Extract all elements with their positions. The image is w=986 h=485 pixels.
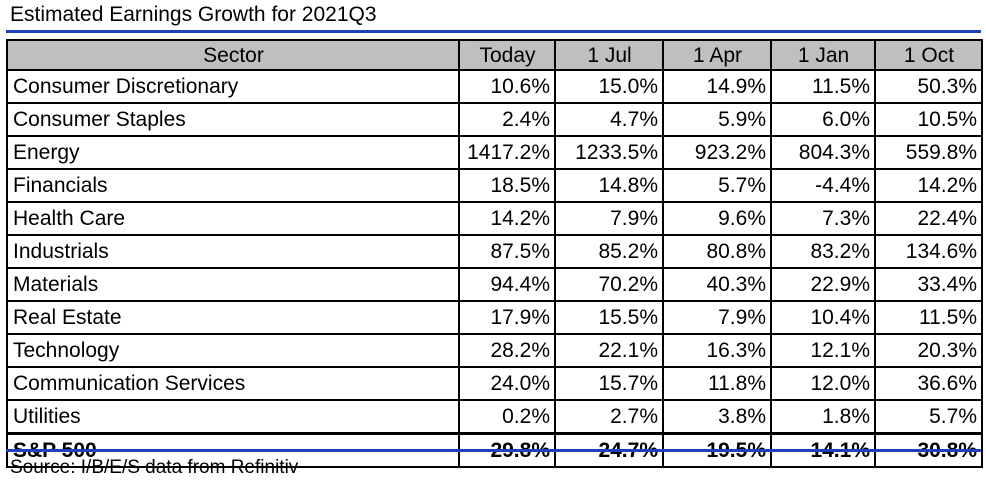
sector-cell: Materials <box>6 267 460 302</box>
value-cell: 80.8% <box>662 234 772 269</box>
value-cell: 7.9% <box>662 300 772 335</box>
source-note: Source: I/B/E/S data from Refinitiv <box>10 457 299 478</box>
value-cell: 10.5% <box>874 102 983 137</box>
value-cell: 11.8% <box>662 366 772 401</box>
value-cell: 11.5% <box>770 69 876 104</box>
value-cell: 3.8% <box>662 399 772 435</box>
value-cell: 804.3% <box>770 135 876 170</box>
value-cell: 14.2% <box>874 168 983 203</box>
column-header-1-jan: 1 Jan <box>770 39 876 71</box>
value-cell: 4.7% <box>554 102 664 137</box>
value-cell: 7.9% <box>554 201 664 236</box>
value-cell: 6.0% <box>770 102 876 137</box>
value-cell: 18.5% <box>458 168 556 203</box>
table-row: Technology 28.2% 22.1% 16.3% 12.1% 20.3% <box>6 333 983 368</box>
earnings-growth-table: Sector Today 1 Jul 1 Apr 1 Jan 1 Oct Con… <box>6 39 983 468</box>
value-cell: 923.2% <box>662 135 772 170</box>
value-cell: 2.7% <box>554 399 664 435</box>
value-cell: 5.7% <box>662 168 772 203</box>
table-row: Financials 18.5% 14.8% 5.7% -4.4% 14.2% <box>6 168 983 203</box>
sector-cell: Energy <box>6 135 460 170</box>
value-cell: 15.0% <box>554 69 664 104</box>
value-cell: 1417.2% <box>458 135 556 170</box>
value-cell: 28.2% <box>458 333 556 368</box>
value-cell: 2.4% <box>458 102 556 137</box>
value-cell: 12.1% <box>770 333 876 368</box>
sector-cell: Utilities <box>6 399 460 435</box>
sector-cell: Financials <box>6 168 460 203</box>
value-cell: -4.4% <box>770 168 876 203</box>
column-header-today: Today <box>458 39 556 71</box>
value-cell: 10.4% <box>770 300 876 335</box>
sector-cell: Industrials <box>6 234 460 269</box>
value-cell: 14.9% <box>662 69 772 104</box>
table-row: Materials 94.4% 70.2% 40.3% 22.9% 33.4% <box>6 267 983 302</box>
value-cell: 10.6% <box>458 69 556 104</box>
value-cell: 85.2% <box>554 234 664 269</box>
sector-cell: Real Estate <box>6 300 460 335</box>
table-row: Energy 1417.2% 1233.5% 923.2% 804.3% 559… <box>6 135 983 170</box>
sector-cell: Consumer Discretionary <box>6 69 460 104</box>
value-cell: 16.3% <box>662 333 772 368</box>
value-cell: 134.6% <box>874 234 983 269</box>
value-cell: 14.8% <box>554 168 664 203</box>
column-header-1-oct: 1 Oct <box>874 39 983 71</box>
column-header-sector: Sector <box>6 39 460 71</box>
table-row: Utilities 0.2% 2.7% 3.8% 1.8% 5.7% <box>6 399 983 435</box>
table-header-row: Sector Today 1 Jul 1 Apr 1 Jan 1 Oct <box>6 39 983 71</box>
value-cell: 33.4% <box>874 267 983 302</box>
value-cell: 20.3% <box>874 333 983 368</box>
sector-cell: Consumer Staples <box>6 102 460 137</box>
value-cell: 0.2% <box>458 399 556 435</box>
value-cell: 40.3% <box>662 267 772 302</box>
value-cell: 1233.5% <box>554 135 664 170</box>
value-cell: 36.6% <box>874 366 983 401</box>
value-cell: 15.5% <box>554 300 664 335</box>
value-cell: 5.9% <box>662 102 772 137</box>
table-row: Consumer Staples 2.4% 4.7% 5.9% 6.0% 10.… <box>6 102 983 137</box>
value-cell: 14.2% <box>458 201 556 236</box>
page-title: Estimated Earnings Growth for 2021Q3 <box>10 3 377 26</box>
title-underline <box>6 30 981 33</box>
table-row: Communication Services 24.0% 15.7% 11.8%… <box>6 366 983 401</box>
value-cell: 70.2% <box>554 267 664 302</box>
table-row: Real Estate 17.9% 15.5% 7.9% 10.4% 11.5% <box>6 300 983 335</box>
value-cell: 87.5% <box>458 234 556 269</box>
sector-cell: Communication Services <box>6 366 460 401</box>
value-cell: 22.4% <box>874 201 983 236</box>
value-cell: 5.7% <box>874 399 983 435</box>
table-row: Consumer Discretionary 10.6% 15.0% 14.9%… <box>6 69 983 104</box>
value-cell: 559.8% <box>874 135 983 170</box>
column-header-1-jul: 1 Jul <box>554 39 664 71</box>
value-cell: 15.7% <box>554 366 664 401</box>
value-cell: 83.2% <box>770 234 876 269</box>
value-cell: 7.3% <box>770 201 876 236</box>
value-cell: 22.1% <box>554 333 664 368</box>
value-cell: 94.4% <box>458 267 556 302</box>
value-cell: 1.8% <box>770 399 876 435</box>
table-bottom-rule <box>6 449 981 452</box>
value-cell: 24.0% <box>458 366 556 401</box>
value-cell: 50.3% <box>874 69 983 104</box>
value-cell: 12.0% <box>770 366 876 401</box>
value-cell: 9.6% <box>662 201 772 236</box>
table-row: Health Care 14.2% 7.9% 9.6% 7.3% 22.4% <box>6 201 983 236</box>
value-cell: 17.9% <box>458 300 556 335</box>
table-row: Industrials 87.5% 85.2% 80.8% 83.2% 134.… <box>6 234 983 269</box>
column-header-1-apr: 1 Apr <box>662 39 772 71</box>
value-cell: 22.9% <box>770 267 876 302</box>
sector-cell: Technology <box>6 333 460 368</box>
sector-cell: Health Care <box>6 201 460 236</box>
value-cell: 11.5% <box>874 300 983 335</box>
